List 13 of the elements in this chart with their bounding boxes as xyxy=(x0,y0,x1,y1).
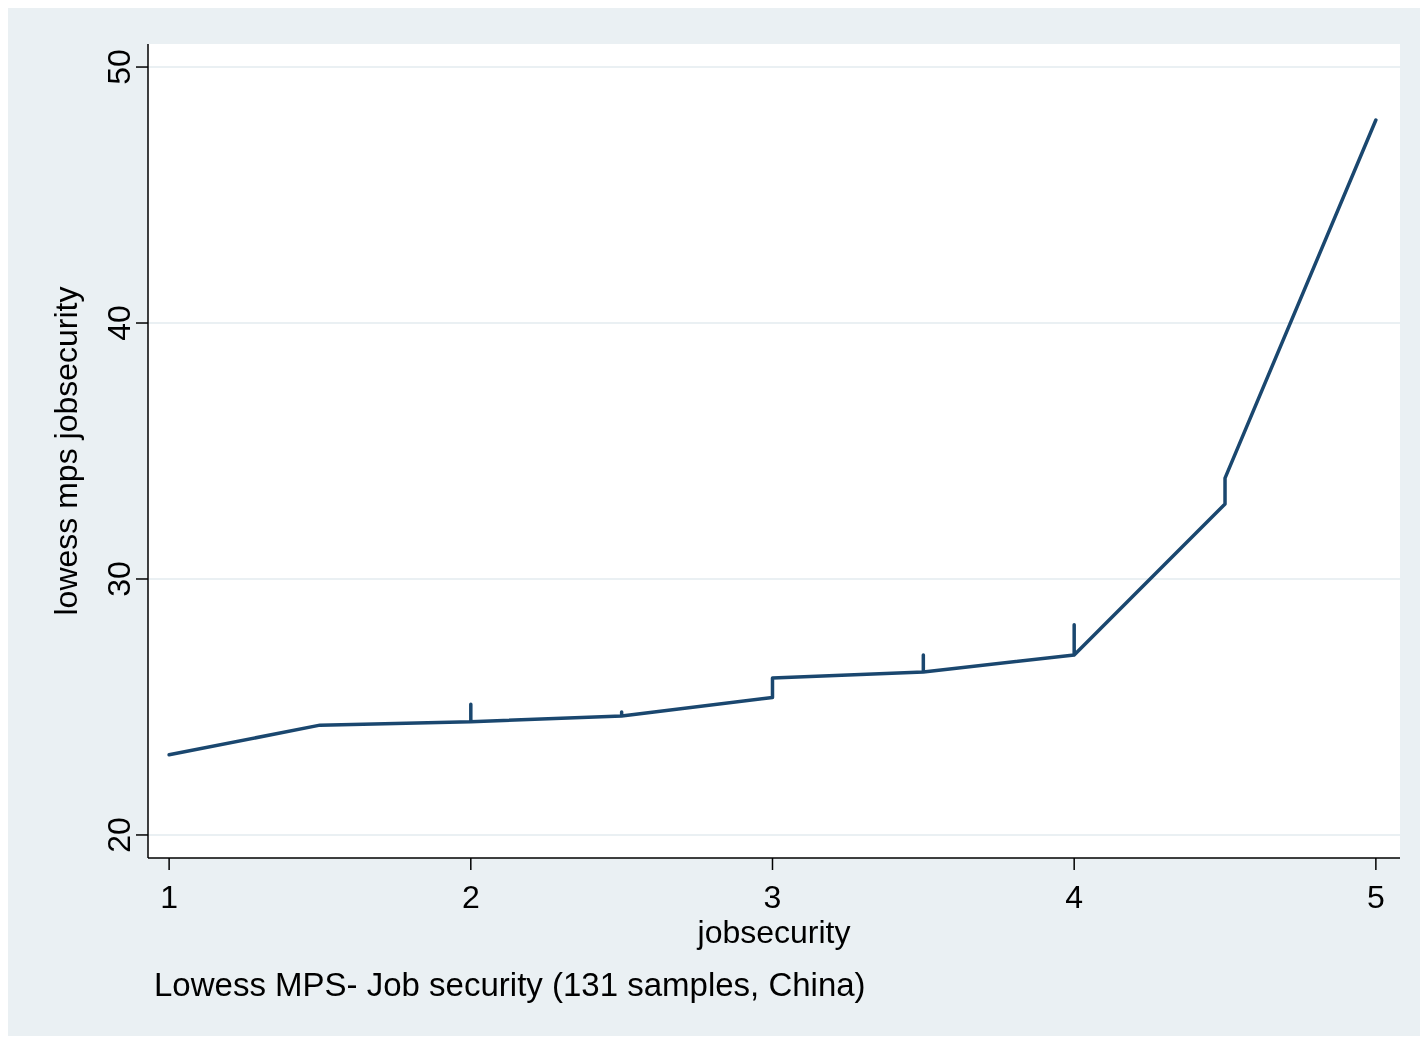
line-series xyxy=(167,118,1378,757)
text: Lowess MPS- Job security (131 samples, China) xyxy=(154,966,866,1004)
y-tick-label: 50 xyxy=(101,49,137,85)
x-tick-label: 5 xyxy=(1366,879,1385,915)
x-tick-label: 1 xyxy=(160,879,179,915)
x-tick-label: 3 xyxy=(763,879,782,915)
y-tick-label: 30 xyxy=(101,561,137,597)
x-axis-title: jobsecurity xyxy=(695,914,852,951)
x-tick-label: 2 xyxy=(461,879,480,915)
y-tick-label: 20 xyxy=(101,817,137,853)
x-tick-label: 4 xyxy=(1065,879,1084,915)
y-axis-title: lowess mps jobsecurity xyxy=(47,285,85,618)
y-tick-label: 40 xyxy=(101,305,137,341)
